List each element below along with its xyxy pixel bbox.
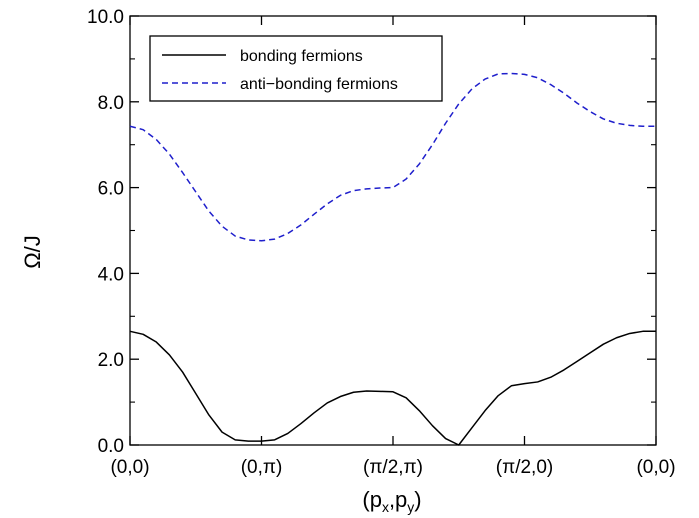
y-tick-label: 6.0 <box>98 179 124 200</box>
x-axis-title-sub1: x <box>382 499 389 515</box>
x-tick-label: (π/2,π) <box>363 457 423 478</box>
series-layer <box>129 72 656 446</box>
x-axis-title: (px,py) <box>362 487 421 515</box>
x-tick-label: (π/2,0) <box>496 457 553 478</box>
y-tick-label: 8.0 <box>98 93 124 114</box>
y-tick-label: 0.0 <box>98 436 124 457</box>
y-tick-label: 4.0 <box>98 264 124 285</box>
y-axis-title: Ω/J <box>20 235 45 269</box>
y-axis-ticks: 0.0 2.0 4.0 6.0 8.0 10.0 <box>87 7 656 457</box>
legend-label-antibonding: anti−bonding fermions <box>240 76 398 93</box>
legend-box <box>149 35 443 102</box>
x-tick-label: (0,π) <box>241 457 283 478</box>
x-axis-title-part3: ) <box>414 487 421 512</box>
y-tick-label: 10.0 <box>87 7 124 28</box>
x-axis-title-sub2: y <box>407 499 414 515</box>
x-tick-label: (0,0) <box>636 457 675 478</box>
x-axis-title-part1: (p <box>362 487 382 512</box>
legend: bonding fermions anti−bonding fermions <box>149 35 443 102</box>
x-axis-title-part2: ,p <box>389 487 407 512</box>
y-tick-label: 2.0 <box>98 350 124 371</box>
series-line-bonding <box>129 330 656 446</box>
x-axis-ticks: (0,0) (0,π) (π/2,π) (π/2,0) (0,0) <box>110 16 676 478</box>
x-tick-label: (0,0) <box>110 457 149 478</box>
legend-label-bonding: bonding fermions <box>240 48 363 65</box>
series-line-antibonding <box>129 72 656 242</box>
